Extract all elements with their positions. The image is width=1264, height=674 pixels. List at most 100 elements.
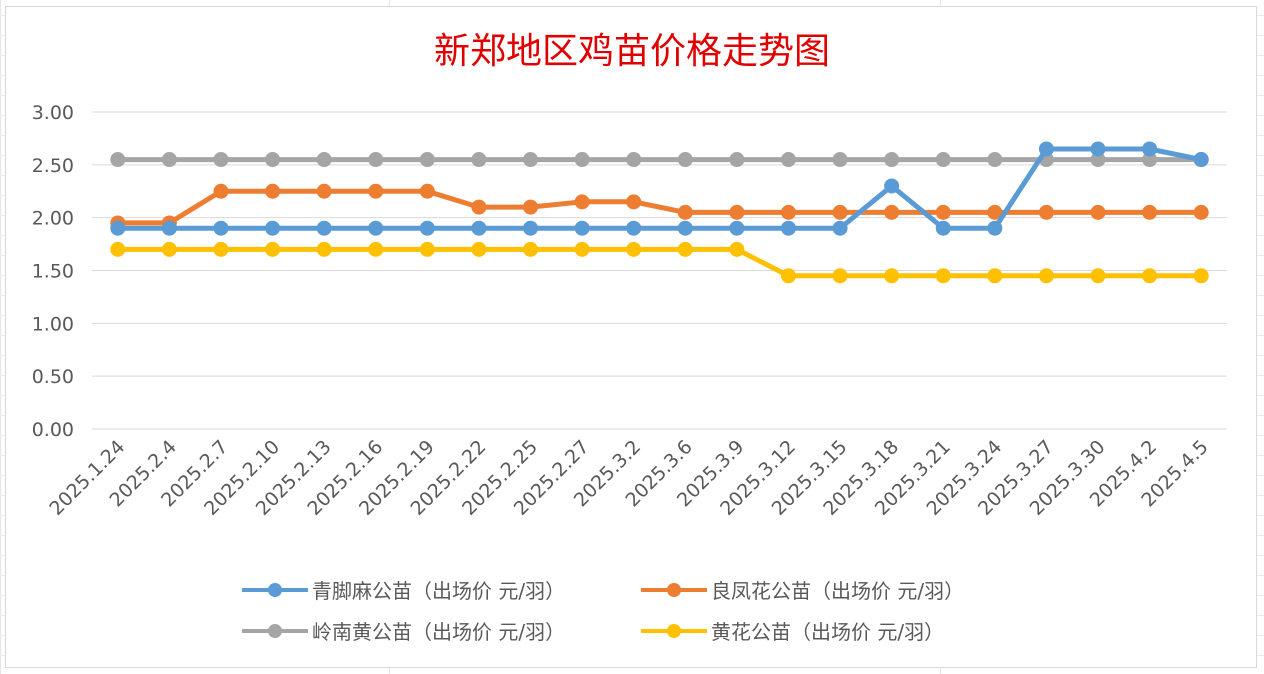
data-point [626, 152, 642, 168]
data-point [419, 241, 435, 257]
y-tick-label: 3.00 [32, 102, 74, 124]
data-point [987, 204, 1003, 220]
data-point [987, 152, 1003, 168]
data-point [1142, 204, 1158, 220]
data-point [677, 241, 693, 257]
data-point [780, 152, 796, 168]
data-point [471, 241, 487, 257]
data-point [1038, 141, 1054, 157]
data-point [1193, 152, 1209, 168]
legend-swatch-qingjiaoma [242, 580, 308, 600]
legend-item-huanghua: 黄花公苗（出场价 元/羽） [641, 616, 944, 645]
legend-label-qingjiaoma: 青脚麻公苗（出场价 元/羽） [312, 579, 566, 603]
data-point [1193, 268, 1209, 284]
data-point [574, 152, 590, 168]
data-point [213, 241, 229, 257]
data-point [213, 152, 229, 168]
data-point [1193, 204, 1209, 220]
data-point [523, 152, 539, 168]
data-point [213, 183, 229, 199]
data-point [780, 204, 796, 220]
series-line [115, 146, 1204, 231]
data-point [935, 204, 951, 220]
data-point [368, 220, 384, 236]
data-point [419, 152, 435, 168]
data-point [677, 220, 693, 236]
data-point [729, 241, 745, 257]
data-point [832, 204, 848, 220]
data-point [1142, 141, 1158, 157]
data-point [265, 241, 281, 257]
data-point [316, 220, 332, 236]
data-point [626, 241, 642, 257]
data-point [316, 241, 332, 257]
series-line [115, 188, 1204, 226]
data-point [884, 268, 900, 284]
data-point [935, 152, 951, 168]
data-point [368, 183, 384, 199]
data-point [419, 220, 435, 236]
data-point [523, 220, 539, 236]
data-point [987, 268, 1003, 284]
data-point [1038, 268, 1054, 284]
y-tick-label: 2.50 [32, 155, 74, 177]
data-point [884, 152, 900, 168]
data-point [110, 241, 126, 257]
y-tick-label: 0.00 [32, 419, 74, 441]
data-point [574, 241, 590, 257]
y-tick-label: 2.00 [32, 208, 74, 230]
series-2 [110, 241, 1209, 284]
legend-item-liangfenghua: 良凤花公苗（出场价 元/羽） [641, 575, 964, 604]
data-point [1090, 204, 1106, 220]
y-tick-label: 0.50 [32, 366, 74, 388]
series-line [115, 246, 1204, 279]
data-point [626, 220, 642, 236]
y-tick-label: 1.50 [32, 261, 74, 283]
data-point [161, 241, 177, 257]
series-0 [110, 152, 1209, 168]
data-point [780, 220, 796, 236]
legend-swatch-liangfenghua [641, 580, 707, 600]
data-point [471, 220, 487, 236]
data-point [523, 199, 539, 215]
data-point [316, 152, 332, 168]
data-point [316, 183, 332, 199]
data-point [213, 220, 229, 236]
data-point [1038, 204, 1054, 220]
data-point [161, 220, 177, 236]
data-point [1090, 141, 1106, 157]
legend-swatch-huanghua [641, 621, 707, 641]
data-point [1142, 152, 1158, 168]
data-point [368, 152, 384, 168]
y-tick-label: 1.00 [32, 313, 74, 335]
data-point [884, 204, 900, 220]
data-point [523, 241, 539, 257]
data-point [419, 183, 435, 199]
series-1 [110, 183, 1209, 231]
data-point [626, 194, 642, 210]
data-point [265, 183, 281, 199]
legend-swatch-lingnanhuang [242, 621, 308, 641]
data-point [161, 152, 177, 168]
chart-area[interactable] [5, 6, 1257, 668]
legend-label-lingnanhuang: 岭南黄公苗（出场价 元/羽） [312, 620, 566, 644]
data-point [677, 152, 693, 168]
data-point [780, 268, 796, 284]
data-point [1090, 152, 1106, 168]
legend-label-huanghua: 黄花公苗（出场价 元/羽） [711, 620, 945, 644]
data-point [729, 204, 745, 220]
data-point [110, 152, 126, 168]
chart-title: 新郑地区鸡苗价格走势图 [433, 31, 830, 72]
data-point [574, 220, 590, 236]
data-point [574, 194, 590, 210]
legend-item-qingjiaoma: 青脚麻公苗（出场价 元/羽） [242, 575, 565, 604]
data-point [884, 178, 900, 194]
data-point [987, 220, 1003, 236]
data-point [832, 152, 848, 168]
data-point [1090, 268, 1106, 284]
data-point [471, 152, 487, 168]
data-point [677, 204, 693, 220]
series-3 [110, 141, 1209, 236]
data-point [729, 152, 745, 168]
data-point [832, 268, 848, 284]
